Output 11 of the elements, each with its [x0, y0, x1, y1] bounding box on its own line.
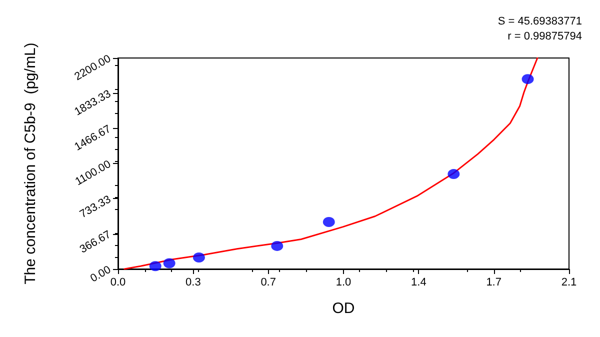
x-tick-label: 0.0: [110, 276, 126, 288]
x-tick-label: 1.0: [336, 276, 352, 288]
x-tick-label: 2.1: [561, 276, 577, 288]
x-tick-label: 1.7: [486, 276, 502, 288]
text: S = 45.69383771: [498, 16, 582, 28]
x-tick-label: 1.4: [411, 276, 426, 288]
x-tick-label: 0.3: [186, 276, 201, 288]
x-axis-title: OD: [332, 300, 355, 317]
y-axis-title: The concentration of C5b-9 (pg/mL): [22, 42, 39, 284]
x-tick-label: 0.7: [260, 276, 276, 288]
text: r = 0.99875794: [508, 30, 582, 42]
